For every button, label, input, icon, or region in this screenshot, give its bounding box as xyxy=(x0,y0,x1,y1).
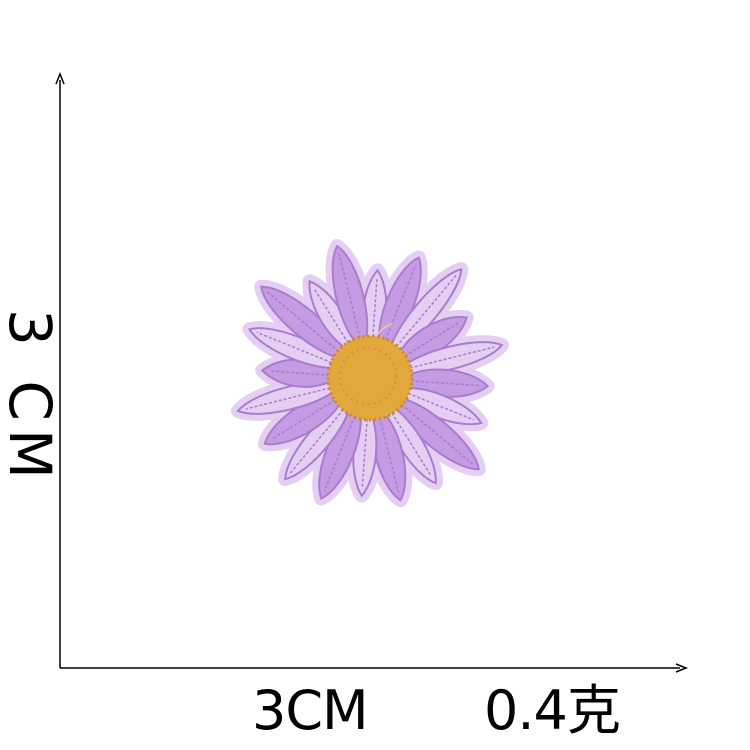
flower-center-texture xyxy=(326,334,414,422)
petal-stitch xyxy=(403,390,475,421)
petal-stitch xyxy=(271,396,340,441)
height-dimension-label: 3 CM xyxy=(0,309,64,487)
petal-stitch xyxy=(338,253,363,344)
petal-stitch xyxy=(392,274,457,351)
weight-label: 0.4克 xyxy=(484,679,621,742)
petal-stitch xyxy=(270,370,335,377)
arrow-right-icon xyxy=(675,663,689,673)
thread-tail xyxy=(377,323,393,335)
petal-stitch xyxy=(405,379,480,387)
petal-stitch xyxy=(266,291,343,356)
width-dimension-label: 3CM xyxy=(252,679,369,742)
flower-center-inner xyxy=(339,347,397,405)
petal-stitch xyxy=(371,278,378,343)
arrow-up-icon xyxy=(55,71,65,85)
flower-center xyxy=(328,336,412,420)
petal-stitch xyxy=(313,287,352,348)
petal-stitch xyxy=(400,321,461,360)
petal-stitch xyxy=(377,412,400,493)
petal-stitch xyxy=(361,413,369,488)
petal-stitch xyxy=(404,346,495,371)
petal-stitch xyxy=(388,408,433,477)
horizontal-axis xyxy=(60,663,689,673)
vertical-axis xyxy=(55,71,65,668)
petal-stitch xyxy=(397,400,474,465)
petal-stitch xyxy=(245,385,336,410)
daisy-patch-image xyxy=(231,239,509,508)
